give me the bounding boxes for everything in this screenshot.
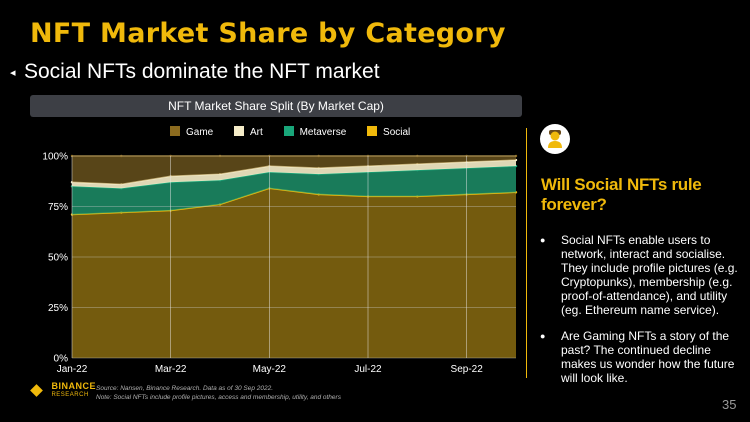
sidebar-divider <box>526 128 527 378</box>
sidebar-bullet: Are Gaming NFTs a story of the past? The… <box>540 329 740 385</box>
source-note: Source: Nansen, Binance Research. Data a… <box>96 384 341 402</box>
legend-item-art: Art <box>234 126 263 138</box>
sidebar-bullet: Social NFTs enable users to network, int… <box>540 233 740 317</box>
legend-swatch-game <box>170 126 180 136</box>
x-tick-label: Jul-22 <box>354 364 382 375</box>
binance-diamond-icon <box>30 384 43 397</box>
logo-sub: RESEARCH <box>51 392 89 398</box>
note-line: Note: Social NFTs include profile pictur… <box>96 394 341 401</box>
area-art <box>72 160 516 189</box>
y-tick-label: 0% <box>54 354 69 365</box>
legend-item-metaverse: Metaverse <box>283 126 347 138</box>
y-tick-label: 75% <box>48 202 68 213</box>
legend-label-game: Game <box>186 127 214 138</box>
sidebar-bullets: Social NFTs enable users to network, int… <box>540 233 740 397</box>
logo-name: BINANCE <box>51 381 96 391</box>
area-game <box>72 156 516 185</box>
legend-item-game: Game <box>170 126 213 138</box>
subtitle-row: ◂ Social NFTs dominate the NFT market <box>10 60 380 84</box>
legend-swatch-social <box>367 126 378 136</box>
x-tick-label: Mar-22 <box>155 364 187 375</box>
area-metaverse <box>72 166 516 215</box>
subtitle-bullet-icon: ◂ <box>10 66 16 79</box>
y-tick-label: 50% <box>48 253 68 264</box>
y-tick-label: 100% <box>42 152 68 163</box>
market-share-chart: 0% 25% 50% 75% 100% Jan-22 Mar-22 May-22 Jul-22 S… <box>42 152 518 375</box>
person-icon-graphic <box>548 130 562 148</box>
legend-item-social: Social <box>367 126 410 138</box>
legend-label-metaverse: Metaverse <box>299 127 347 138</box>
person-icon <box>540 124 570 154</box>
legend-swatch-art <box>234 126 245 136</box>
sidebar-question: Will Social NFTs rule forever? <box>541 175 702 214</box>
slide-title: NFT Market Share by Category <box>30 18 506 49</box>
slide-subtitle: Social NFTs dominate the NFT market <box>23 60 380 83</box>
chart-legend: Game Art Metaverse Social <box>170 126 428 138</box>
y-tick-label: 25% <box>48 303 68 314</box>
binance-research-logo: BINANCE RESEARCH <box>28 382 96 400</box>
page-number: 35 <box>722 397 737 412</box>
area-social <box>72 188 516 358</box>
x-tick-label: Jan-22 <box>57 364 88 375</box>
source-line: Source: Nansen, Binance Research. Data a… <box>96 385 274 392</box>
x-tick-label: Sep-22 <box>451 364 484 375</box>
chart-header: NFT Market Share Split (By Market Cap) <box>30 95 522 117</box>
legend-label-social: Social <box>383 127 411 138</box>
x-tick-label: May-22 <box>253 364 287 375</box>
legend-swatch-metaverse <box>283 126 294 136</box>
legend-label-art: Art <box>250 127 263 138</box>
